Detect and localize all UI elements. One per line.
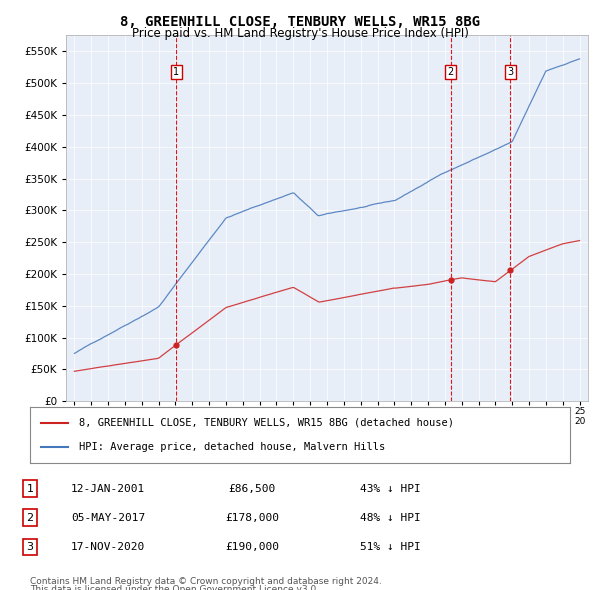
Text: 05-MAY-2017: 05-MAY-2017 bbox=[71, 513, 145, 523]
Text: 43% ↓ HPI: 43% ↓ HPI bbox=[359, 484, 421, 493]
Text: 3: 3 bbox=[507, 67, 513, 77]
Text: 48% ↓ HPI: 48% ↓ HPI bbox=[359, 513, 421, 523]
Text: 1: 1 bbox=[173, 67, 179, 77]
Text: This data is licensed under the Open Government Licence v3.0.: This data is licensed under the Open Gov… bbox=[30, 585, 319, 590]
Text: 2: 2 bbox=[448, 67, 454, 77]
Text: 12-JAN-2001: 12-JAN-2001 bbox=[71, 484, 145, 493]
Point bbox=[446, 276, 455, 285]
Text: 8, GREENHILL CLOSE, TENBURY WELLS, WR15 8BG (detached house): 8, GREENHILL CLOSE, TENBURY WELLS, WR15 … bbox=[79, 418, 454, 428]
Point bbox=[172, 340, 181, 350]
Text: 17-NOV-2020: 17-NOV-2020 bbox=[71, 542, 145, 552]
Text: 2: 2 bbox=[26, 513, 34, 523]
Text: 51% ↓ HPI: 51% ↓ HPI bbox=[359, 542, 421, 552]
Text: £190,000: £190,000 bbox=[225, 542, 279, 552]
Text: £86,500: £86,500 bbox=[229, 484, 275, 493]
Text: Price paid vs. HM Land Registry's House Price Index (HPI): Price paid vs. HM Land Registry's House … bbox=[131, 27, 469, 40]
Text: 3: 3 bbox=[26, 542, 34, 552]
Point bbox=[505, 266, 515, 275]
Text: HPI: Average price, detached house, Malvern Hills: HPI: Average price, detached house, Malv… bbox=[79, 442, 385, 453]
Text: 1: 1 bbox=[26, 484, 34, 493]
Text: Contains HM Land Registry data © Crown copyright and database right 2024.: Contains HM Land Registry data © Crown c… bbox=[30, 577, 382, 586]
Text: 8, GREENHILL CLOSE, TENBURY WELLS, WR15 8BG: 8, GREENHILL CLOSE, TENBURY WELLS, WR15 … bbox=[120, 15, 480, 29]
Text: £178,000: £178,000 bbox=[225, 513, 279, 523]
